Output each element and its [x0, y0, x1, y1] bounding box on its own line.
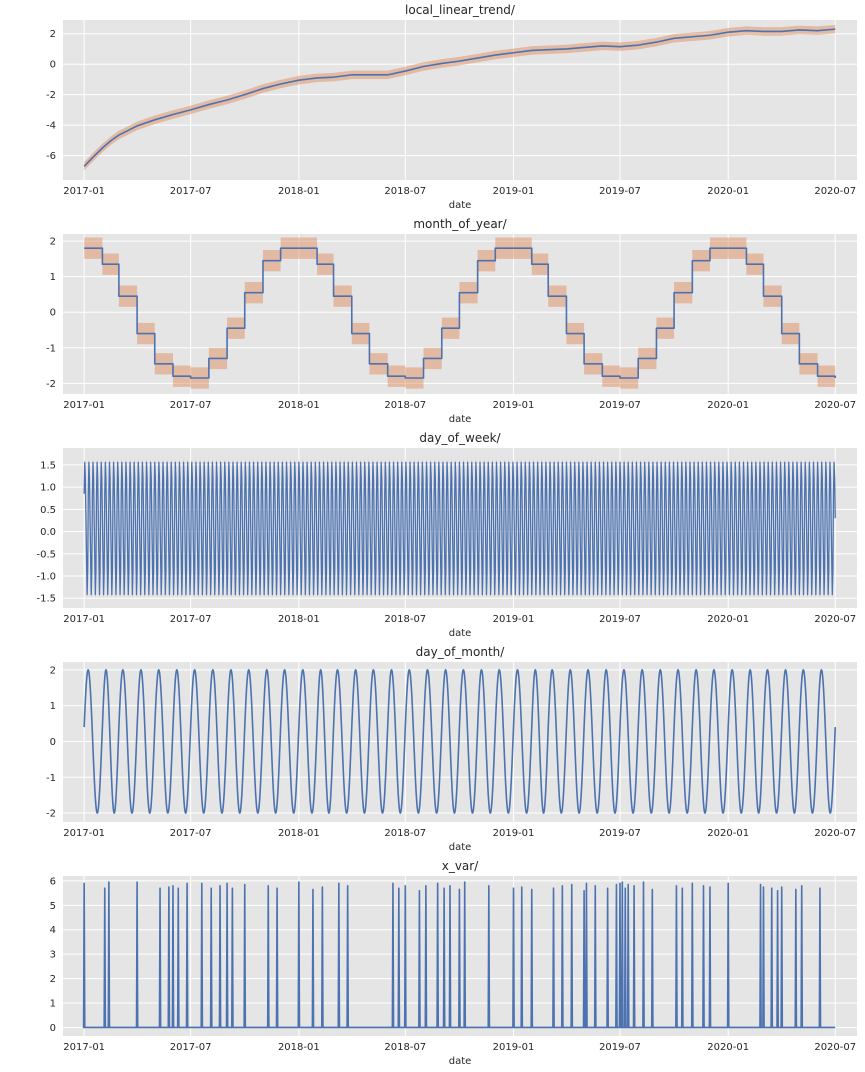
- panel-title: month_of_year/: [413, 217, 507, 231]
- y-tick-label: 2: [50, 665, 56, 676]
- x-tick-label: 2017-07: [170, 186, 212, 197]
- x-tick-label: 2017-07: [170, 400, 212, 411]
- series-layer: [84, 237, 837, 389]
- plot-area: [63, 20, 857, 180]
- x-tick-label: 2018-07: [384, 828, 426, 839]
- x-tick-label: 2018-01: [278, 1042, 320, 1053]
- x-tick-label: 2019-07: [599, 400, 641, 411]
- x-tick-label: 2018-01: [278, 614, 320, 625]
- x-tick-label: 2018-07: [384, 400, 426, 411]
- x-tick-label: 2020-07: [814, 400, 856, 411]
- y-tick-label: 6: [50, 876, 56, 887]
- y-tick-label: -2: [46, 379, 56, 390]
- y-tick-label: -2: [46, 90, 56, 101]
- x-tick-label: 2019-01: [493, 828, 535, 839]
- x-tick-label: 2017-07: [170, 828, 212, 839]
- x-tick-label: 2018-01: [278, 186, 320, 197]
- x-axis-label: date: [449, 200, 472, 211]
- x-tick-label: 2019-07: [599, 828, 641, 839]
- y-tick-label: 0.0: [40, 527, 56, 538]
- y-tick-label: 5: [50, 901, 56, 912]
- y-tick-label: -1.5: [36, 594, 56, 605]
- x-tick-label: 2020-07: [814, 1042, 856, 1053]
- y-tick-label: -0.5: [36, 549, 56, 560]
- y-tick-label: -1: [46, 773, 56, 784]
- x-tick-label: 2017-07: [170, 614, 212, 625]
- x-tick-label: 2020-07: [814, 828, 856, 839]
- x-tick-label: 2020-01: [707, 1042, 749, 1053]
- x-tick-label: 2019-01: [493, 1042, 535, 1053]
- x-tick-label: 2020-01: [707, 186, 749, 197]
- x-tick-label: 2018-07: [384, 1042, 426, 1053]
- x-tick-label: 2019-07: [599, 1042, 641, 1053]
- x-tick-label: 2018-01: [278, 828, 320, 839]
- x-tick-label: 2018-07: [384, 614, 426, 625]
- x-tick-label: 2020-01: [707, 400, 749, 411]
- x-axis-label: date: [449, 1056, 472, 1067]
- y-tick-label: 1: [50, 272, 56, 283]
- y-tick-label: 0: [50, 60, 56, 71]
- x-tick-label: 2019-01: [493, 400, 535, 411]
- panel-title: local_linear_trend/: [405, 3, 516, 17]
- x-tick-label: 2019-01: [493, 614, 535, 625]
- panel-title: day_of_month/: [416, 645, 506, 659]
- x-tick-label: 2018-01: [278, 400, 320, 411]
- panel-title: day_of_week/: [419, 431, 501, 445]
- y-tick-label: -1: [46, 343, 56, 354]
- y-tick-label: 3: [50, 950, 56, 961]
- y-tick-label: 1.5: [40, 460, 56, 471]
- y-tick-label: 2: [50, 237, 56, 248]
- y-tick-label: 0: [50, 1023, 56, 1034]
- x-tick-label: 2017-01: [63, 186, 105, 197]
- y-tick-label: 0: [50, 308, 56, 319]
- y-tick-label: -6: [46, 151, 56, 162]
- panel-title: x_var/: [442, 859, 479, 873]
- x-axis-label: date: [449, 414, 472, 425]
- series-line: [84, 247, 837, 379]
- series-line: [83, 669, 837, 814]
- y-tick-label: 4: [50, 925, 56, 936]
- series-line: [83, 28, 836, 167]
- uncertainty-band: [84, 237, 836, 389]
- series-line: [83, 461, 836, 596]
- x-axis-label: date: [449, 628, 472, 639]
- panel-4: 2017-01 2017-07 2018-01 2018-07 2019-01 2019-…: [50, 859, 857, 1067]
- plot-area: [63, 662, 857, 822]
- series-layer: [83, 24, 836, 171]
- y-tick-label: 2: [50, 974, 56, 985]
- y-tick-label: 2: [50, 29, 56, 40]
- x-tick-label: 2019-07: [599, 186, 641, 197]
- series-layer: [83, 456, 836, 600]
- y-tick-label: 0.5: [40, 505, 56, 516]
- y-tick-label: 0: [50, 737, 56, 748]
- x-tick-label: 2017-01: [63, 1042, 105, 1053]
- x-tick-label: 2020-07: [814, 186, 856, 197]
- x-tick-label: 2020-01: [707, 614, 749, 625]
- panel-2: 2017-01 2017-07 2018-01 2018-07 2019-01 2019-…: [36, 431, 857, 639]
- x-tick-label: 2017-01: [63, 828, 105, 839]
- panel-0: 2017-01 2017-07 2018-01 2018-07 2019-01 2019-…: [46, 3, 857, 211]
- x-axis-label: date: [449, 842, 472, 853]
- series-layer: [82, 881, 836, 1029]
- y-tick-label: -2: [46, 809, 56, 820]
- x-tick-label: 2020-01: [707, 828, 749, 839]
- x-tick-label: 2017-01: [63, 614, 105, 625]
- x-tick-label: 2017-07: [170, 1042, 212, 1053]
- x-tick-label: 2020-07: [814, 614, 856, 625]
- y-tick-label: 1: [50, 999, 56, 1010]
- series-line: [82, 881, 836, 1029]
- panel-1: 2017-01 2017-07 2018-01 2018-07 2019-01 2019-…: [46, 217, 857, 425]
- y-tick-label: 1: [50, 701, 56, 712]
- x-tick-label: 2019-07: [599, 614, 641, 625]
- y-tick-label: 1.0: [40, 483, 56, 494]
- x-tick-label: 2017-01: [63, 400, 105, 411]
- panel-3: 2017-01 2017-07 2018-01 2018-07 2019-01 2019-…: [46, 645, 857, 853]
- series-layer: [83, 669, 837, 814]
- y-tick-label: -4: [46, 121, 56, 132]
- x-tick-label: 2019-01: [493, 186, 535, 197]
- y-tick-label: -1.0: [36, 572, 56, 583]
- x-tick-label: 2018-07: [384, 186, 426, 197]
